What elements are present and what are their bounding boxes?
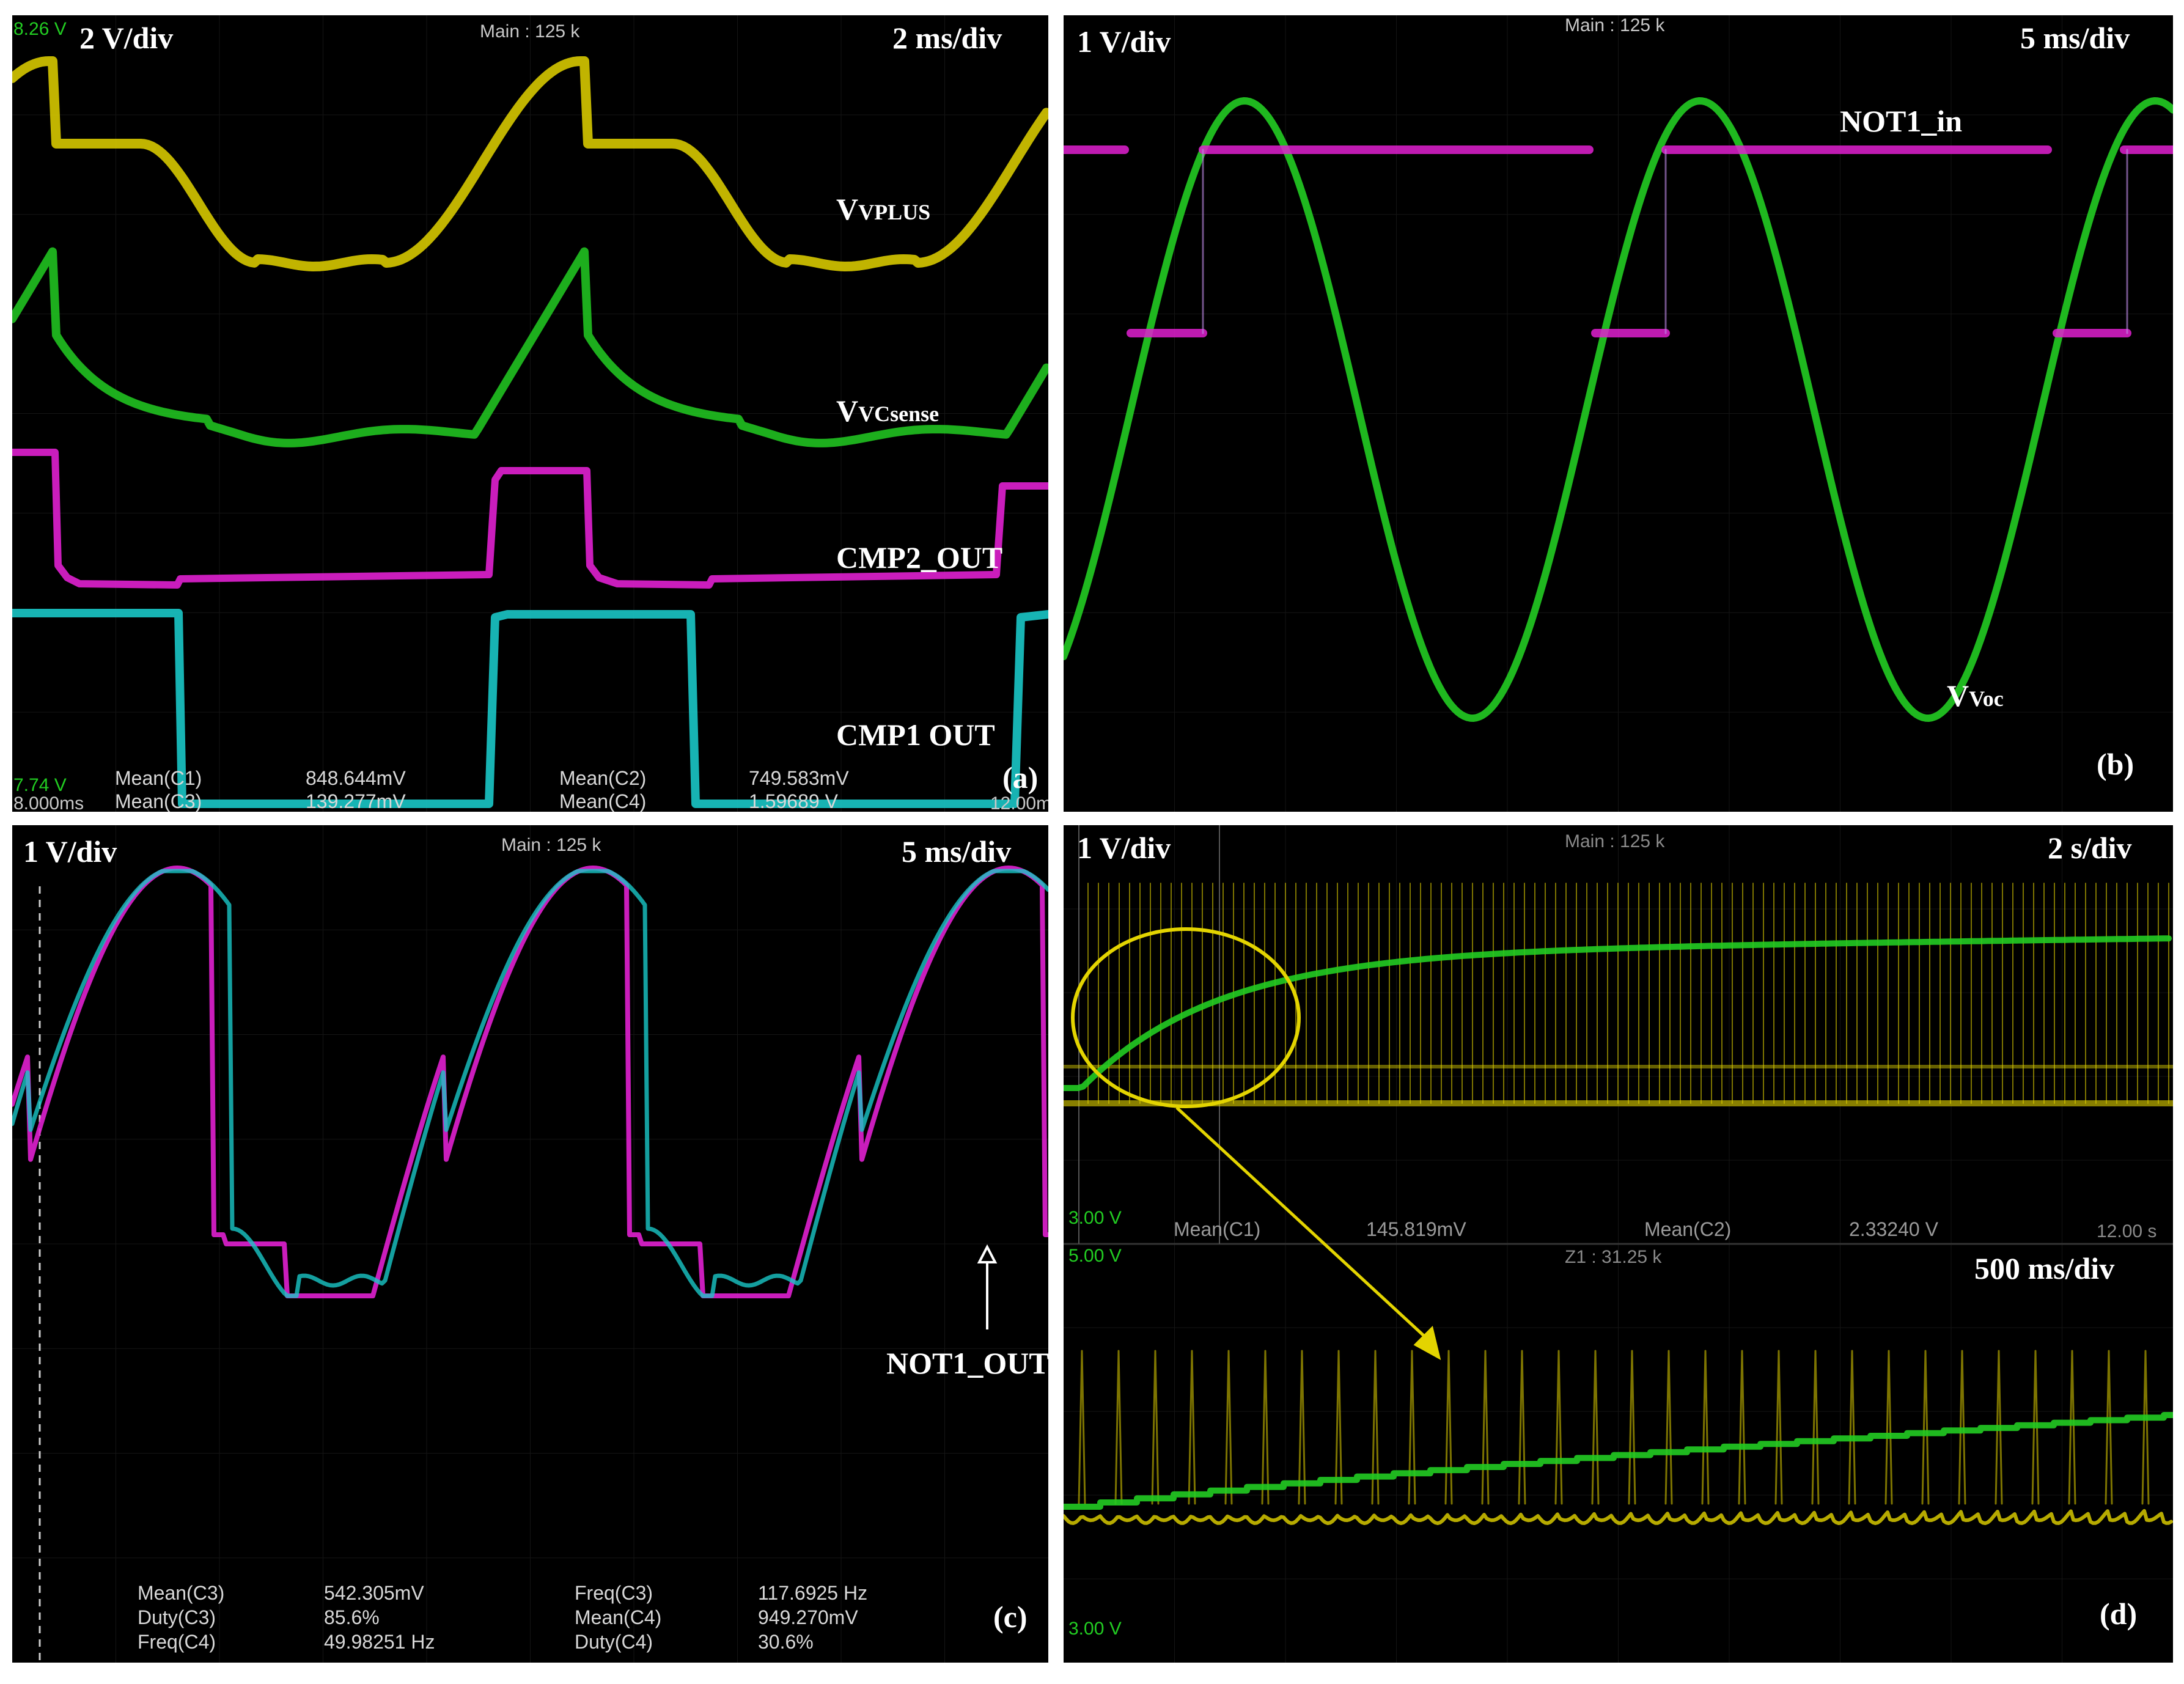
meas-c-name-2: Freq(C3)	[575, 1582, 653, 1604]
meas-d-name-2: Mean(C2)	[1644, 1218, 1732, 1240]
panel-c-tdiv: 5 ms/div	[902, 834, 1012, 869]
panel-a-tdiv: 2 ms/div	[892, 21, 1002, 55]
panel-d: 1 V/div Main : 125 k 2 s/div 3.00 V Mean…	[1064, 825, 2173, 1663]
panel-d-top-readout: 3.00 V	[1068, 1208, 1122, 1228]
cmp2-trace	[12, 449, 1048, 589]
not1-in-edges	[1202, 149, 2128, 334]
cmp1-trace	[12, 609, 1048, 808]
panel-a-right-time: 12.00ms	[990, 793, 1048, 812]
panel-a-bottom-readout: 7.74 V	[13, 775, 67, 795]
meas-c-name-1: Mean(C3)	[138, 1582, 225, 1604]
panel-c-header: Main : 125 k	[501, 835, 601, 855]
label-not1-out: NOT1_OUT	[886, 1346, 1048, 1380]
panel-c-vdiv: 1 V/div	[23, 834, 117, 869]
not1-out-arrow-head	[977, 1244, 998, 1263]
charge-trace-top	[1064, 935, 2172, 1091]
panel-b-tag: (b)	[2097, 747, 2134, 781]
yellow-spikes-zoom	[1078, 1350, 2150, 1505]
panel-b-tdiv: 5 ms/div	[2020, 21, 2130, 55]
charge-trace-zoom	[1064, 1412, 2173, 1510]
meas-d-value-1: 145.819mV	[1366, 1218, 1466, 1240]
meas-c-value-6: 30.6%	[758, 1631, 814, 1653]
meas-a-name-1: Mean(C1)	[115, 767, 202, 789]
panel-c-traces	[12, 825, 1048, 1663]
label-not1-in: NOT1_in	[1840, 104, 1963, 138]
meas-c-value-5: 49.98251 Hz	[324, 1631, 435, 1653]
meas-a-value-4: 1.59689 V	[749, 790, 838, 812]
label-voc: VVoc	[1947, 678, 2004, 713]
meas-c-value-3: 85.6%	[324, 1606, 380, 1628]
label-cmp2-out: CMP2_OUT	[836, 540, 1003, 575]
panel-b-header: Main : 125 k	[1565, 15, 1665, 35]
meas-a-value-1: 848.644mV	[306, 767, 406, 789]
meas-c-name-6: Duty(C4)	[575, 1631, 653, 1653]
vcsense-trace	[12, 247, 1048, 447]
meas-a-value-2: 749.583mV	[749, 767, 849, 789]
panel-d-zoom-header: Z1 : 31.25 k	[1565, 1247, 1662, 1267]
panel-d-tag: (d)	[2100, 1597, 2138, 1631]
meas-c-name-3: Duty(C3)	[138, 1606, 216, 1628]
label-vplus-text: VPLUS	[858, 200, 931, 224]
vplus-trace	[12, 56, 1048, 271]
meas-a-name-3: Mean(C3)	[115, 790, 202, 812]
voc-trace	[1064, 97, 2173, 722]
panel-a-traces	[12, 15, 1048, 812]
highlight-ellipse	[1071, 927, 1301, 1108]
panel-d-tdiv-zoom: 500 ms/div	[1974, 1251, 2115, 1285]
not1-out-trace	[12, 869, 1048, 1298]
meas-c-value-1: 542.305mV	[324, 1582, 424, 1604]
meas-a-value-3: 139.277mV	[306, 790, 406, 812]
panel-a-header: Main : 125 k	[480, 21, 580, 42]
panel-a-vdiv: 2 V/div	[79, 21, 174, 55]
panel-d-header: Main : 125 k	[1565, 831, 1665, 851]
meas-c-name-5: Freq(C4)	[138, 1631, 216, 1653]
yellow-spikes-top	[1087, 883, 2169, 1104]
panel-a-bottom-time: 8.000ms	[13, 793, 84, 812]
label-cmp1-out: CMP1 OUT	[836, 718, 995, 752]
label-voc-text: Voc	[1969, 686, 2004, 711]
panel-d-zoom-top-readout: 5.00 V	[1068, 1246, 1122, 1266]
panel-d-vdiv: 1 V/div	[1077, 831, 1171, 865]
panel-a: 8.26 V 2 V/div Main : 125 k 2 ms/div VVP…	[12, 15, 1048, 812]
panel-a-tag: (a)	[1002, 760, 1039, 795]
meas-c-value-2: 117.6925 Hz	[758, 1582, 868, 1604]
label-vcsense: VVCsense	[836, 394, 939, 428]
label-vplus: VVPLUS	[836, 192, 931, 226]
panel-c-tag: (c)	[993, 1600, 1028, 1634]
zoom-arrow-head	[1413, 1326, 1441, 1360]
panel-d-zoom-bottom-readout: 3.00 V	[1068, 1619, 1122, 1639]
panel-d-right-time: 12.00 s	[2097, 1221, 2157, 1241]
meas-d-value-2: 2.33240 V	[1849, 1218, 1938, 1240]
panel-b-vdiv: 1 V/div	[1077, 24, 1171, 59]
panel-b: 1 V/div Main : 125 k 5 ms/div NOT1_in VV…	[1064, 15, 2173, 812]
panel-d-tdiv: 2 s/div	[2048, 831, 2132, 865]
label-vcsense-text: VCsense	[858, 402, 939, 426]
yellow-ripple-zoom	[1064, 1509, 2173, 1525]
zoom-arrow-shaft	[1175, 1106, 1432, 1343]
panel-a-top-readout: 8.26 V	[13, 19, 67, 39]
meas-a-name-4: Mean(C4)	[559, 790, 647, 812]
panel-b-traces	[1064, 15, 2173, 812]
meas-c-name-4: Mean(C4)	[575, 1606, 662, 1628]
panel-c: 1 V/div Main : 125 k 5 ms/div NOT1_OUT M…	[12, 825, 1048, 1663]
meas-a-name-2: Mean(C2)	[559, 767, 647, 789]
meas-c-value-4: 949.270mV	[758, 1606, 858, 1628]
panel-d-traces	[1064, 825, 2173, 1663]
meas-d-name-1: Mean(C1)	[1174, 1218, 1261, 1240]
